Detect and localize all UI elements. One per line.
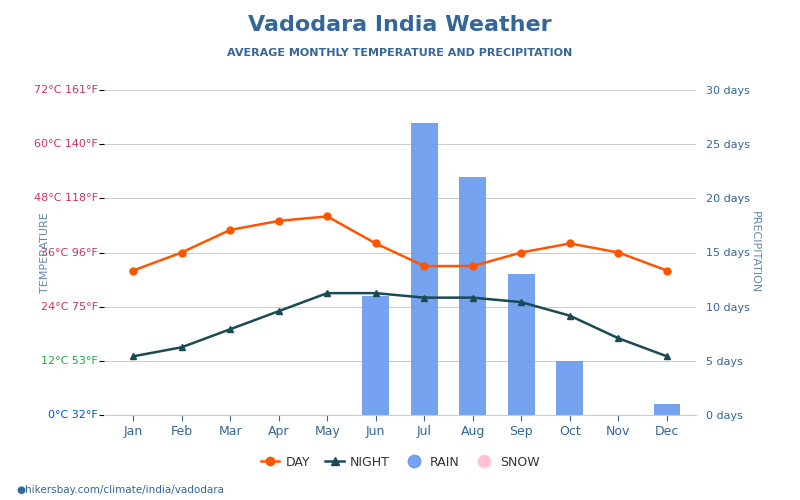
Text: 24°C 75°F: 24°C 75°F — [41, 302, 98, 312]
Text: TEMPERATURE: TEMPERATURE — [40, 212, 50, 293]
Text: 12°C 53°F: 12°C 53°F — [42, 356, 98, 366]
Text: AVERAGE MONTHLY TEMPERATURE AND PRECIPITATION: AVERAGE MONTHLY TEMPERATURE AND PRECIPIT… — [227, 48, 573, 58]
Text: 60°C 140°F: 60°C 140°F — [34, 139, 98, 149]
Bar — [557, 361, 583, 415]
Bar — [362, 296, 389, 415]
Text: 72°C 161°F: 72°C 161°F — [34, 85, 98, 95]
Text: PRECIPITATION: PRECIPITATION — [750, 212, 760, 294]
Text: 48°C 118°F: 48°C 118°F — [34, 194, 98, 203]
Legend: DAY, NIGHT, RAIN, SNOW: DAY, NIGHT, RAIN, SNOW — [256, 451, 544, 474]
Text: 36°C 96°F: 36°C 96°F — [42, 248, 98, 258]
Bar — [459, 176, 486, 415]
Bar — [508, 274, 534, 415]
Text: ●hikersbay.com/climate/india/vadodara: ●hikersbay.com/climate/india/vadodara — [16, 485, 224, 495]
Text: 0°C 32°F: 0°C 32°F — [48, 410, 98, 420]
Bar — [411, 122, 438, 415]
Bar — [654, 404, 680, 415]
Text: Vadodara India Weather: Vadodara India Weather — [248, 15, 552, 35]
